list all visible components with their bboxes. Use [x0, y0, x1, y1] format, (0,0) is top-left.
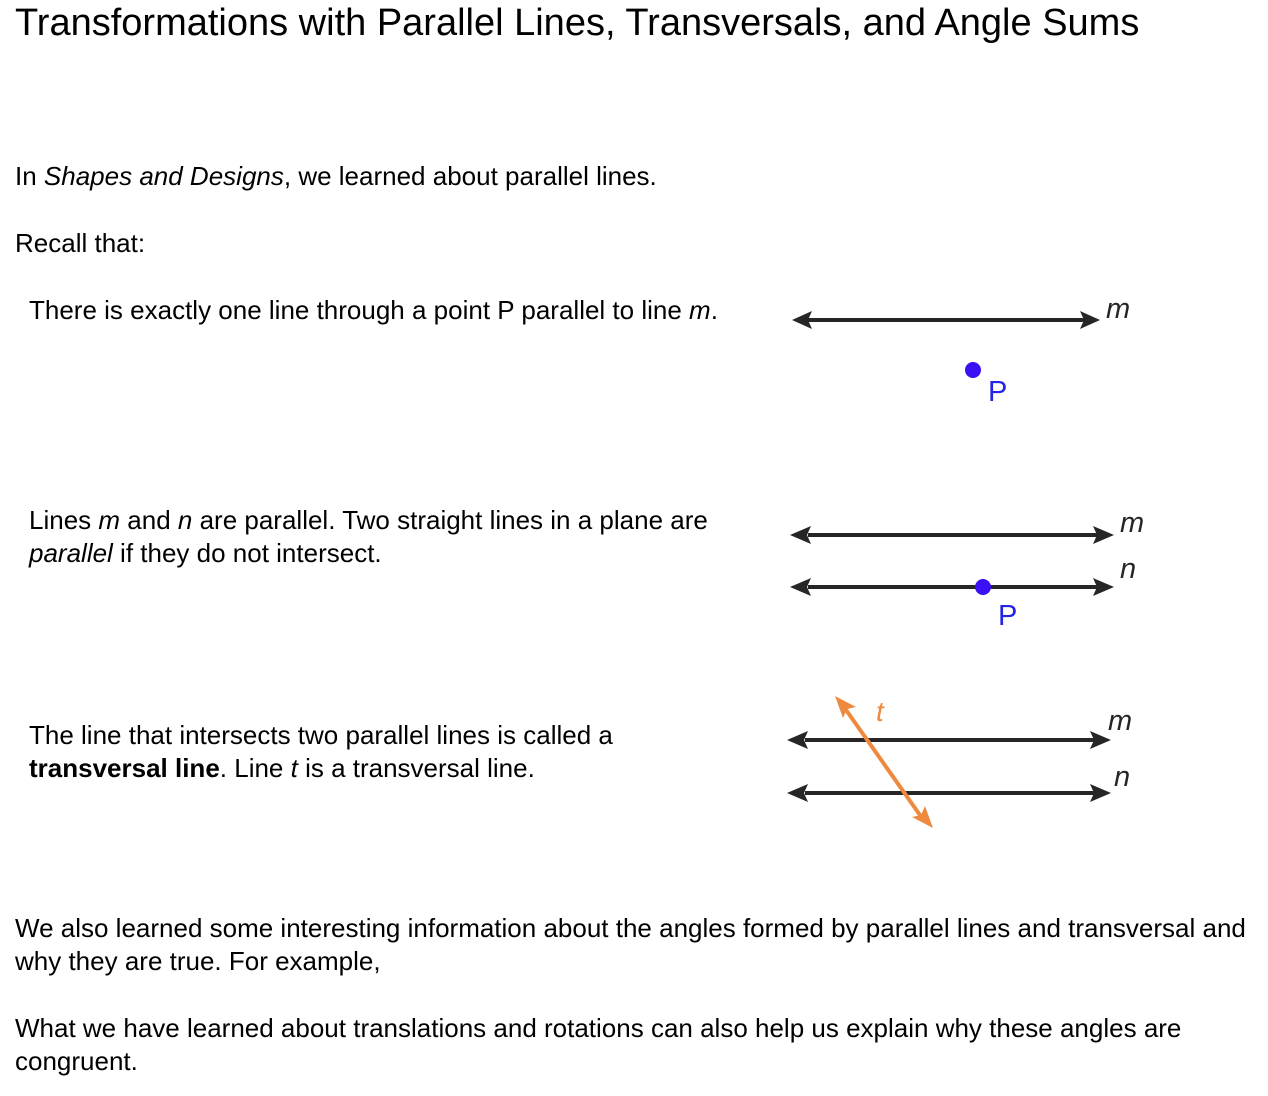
fact-transversal: The line that intersects two parallel li… [29, 719, 729, 785]
transversal-t [842, 705, 924, 820]
fact3-text-3: is a transversal line. [297, 753, 535, 783]
figure-transversal: m n t [787, 696, 1132, 828]
line-m-label: m [1108, 705, 1132, 737]
point-p-label: P [988, 376, 1007, 408]
fact3-text-1: The line that intersects two parallel li… [29, 720, 613, 750]
fact2-parallel-term: parallel [29, 538, 113, 568]
line-n-right-arrowhead [1093, 578, 1114, 596]
point-p-label: P [998, 600, 1017, 632]
fact2-text-3: are parallel. Two straight lines in a pl… [192, 505, 708, 535]
transversal-t-bottom-arrowhead [912, 806, 933, 828]
fact2-text-2: and [120, 505, 178, 535]
line-m-label: m [1120, 507, 1144, 539]
fact-parallel-definition: Lines m and n are parallel. Two straight… [29, 504, 759, 570]
intro-paragraph: In Shapes and Designs, we learned about … [15, 160, 657, 193]
fact1-line-name: m [689, 295, 711, 325]
line-m-right-arrowhead [1090, 731, 1111, 749]
figure-point-and-line: m P [792, 293, 1130, 408]
point-p [965, 362, 981, 378]
point-p [975, 579, 991, 595]
fact1-text-end: . [710, 295, 718, 325]
intro-text-after: , we learned about parallel lines. [283, 161, 657, 191]
line-n-label: n [1120, 553, 1136, 585]
fact2-line-n: n [177, 505, 193, 535]
page-title: Transformations with Parallel Lines, Tra… [15, 2, 1140, 44]
line-m-left-arrowhead [790, 526, 811, 544]
transformations-paragraph: What we have learned about translations … [15, 1013, 1182, 1076]
line-n-right-arrowhead [1090, 784, 1111, 802]
intro-text-before: In [15, 161, 44, 191]
line-m-left-arrowhead [787, 731, 808, 749]
fact3-line-t: t [290, 753, 298, 783]
fact3-transversal-term: transversal line [29, 753, 220, 783]
figure-parallel-lines: m n P [790, 507, 1144, 632]
line-m-right-arrowhead [1093, 526, 1114, 544]
fact2-text-1: Lines [29, 505, 99, 535]
line-m-label: m [1106, 293, 1130, 325]
fact2-line-m: m [98, 505, 121, 535]
book-title: Shapes and Designs [43, 161, 284, 191]
fact2-text-4: if they do not intersect. [112, 538, 382, 568]
transversal-t-top-arrowhead [835, 696, 856, 718]
fact1-text: There is exactly one line through a poin… [29, 295, 690, 325]
line-n-left-arrowhead [790, 578, 811, 596]
fact-parallel-postulate: There is exactly one line through a poin… [29, 294, 729, 327]
recall-label: Recall that: [15, 228, 146, 258]
line-m-right-arrowhead [1080, 311, 1100, 329]
line-n-left-arrowhead [787, 784, 808, 802]
line-m-left-arrowhead [792, 311, 812, 329]
fact3-text-2: . Line [219, 753, 291, 783]
angles-paragraph: We also learned some interesting informa… [15, 913, 1246, 976]
line-n-label: n [1114, 761, 1130, 793]
transversal-t-label: t [876, 696, 885, 727]
